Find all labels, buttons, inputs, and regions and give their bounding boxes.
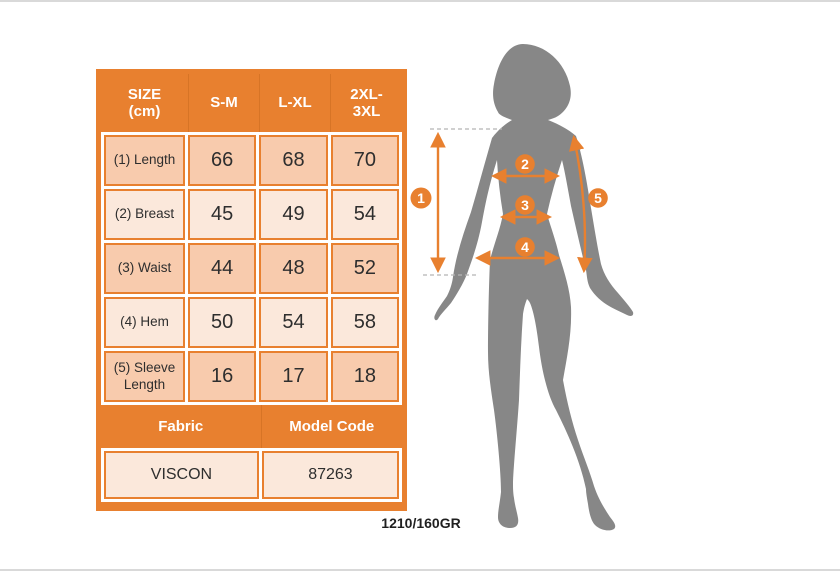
header-size-cm: SIZE (cm) — [127, 85, 162, 120]
breast-2xl-3xl: 54 — [330, 189, 399, 240]
header-l-xl: L-XL — [259, 74, 330, 132]
model-weight-note: 1210/160GR — [381, 515, 461, 531]
length-2xl-3xl: 70 — [330, 135, 399, 186]
svg-text:4: 4 — [521, 239, 529, 255]
row-label-hem: (4) Hem — [104, 297, 185, 348]
female-silhouette — [434, 44, 634, 531]
fabric-value: VISCON — [104, 451, 259, 499]
model-code-value: 87263 — [261, 451, 399, 499]
waist-l-xl: 48 — [259, 243, 328, 294]
marker-5-icon: 5 — [588, 188, 608, 208]
marker-1-icon: 1 — [410, 187, 432, 209]
header-s-m: S-M — [188, 74, 259, 132]
breast-s-m: 45 — [188, 189, 257, 240]
sleeve-2xl-3xl: 18 — [330, 351, 399, 402]
breast-l-xl: 49 — [259, 189, 328, 240]
marker-2-icon: 2 — [515, 154, 535, 174]
row-label-sleeve-length: (5) Sleeve Length — [104, 351, 185, 402]
marker-3-icon: 3 — [515, 195, 535, 215]
hem-2xl-3xl: 58 — [330, 297, 399, 348]
svg-text:3: 3 — [521, 197, 529, 213]
measurement-figure: 1 2 3 4 5 — [410, 44, 634, 531]
svg-text:2: 2 — [521, 156, 529, 172]
waist-s-m: 44 — [188, 243, 257, 294]
header-2xl-3xl: 2XL- 3XL — [330, 74, 402, 132]
svg-text:5: 5 — [594, 190, 602, 206]
info-value-row: VISCON 87263 — [101, 448, 402, 502]
fabric-header: Fabric — [158, 418, 204, 435]
waist-2xl-3xl: 52 — [330, 243, 399, 294]
length-s-m: 66 — [188, 135, 257, 186]
sleeve-s-m: 16 — [188, 351, 257, 402]
size-table: SIZE (cm) S-M L-XL 2XL- 3XL (1) Length 6… — [96, 69, 407, 511]
sleeve-l-xl: 17 — [259, 351, 328, 402]
marker-4-icon: 4 — [515, 237, 535, 257]
row-label-length: (1) Length — [104, 135, 185, 186]
model-code-header: Model Code — [260, 405, 402, 448]
hem-l-xl: 54 — [259, 297, 328, 348]
size-table-body: (1) Length 66 68 70 (2) Breast 45 49 54 … — [101, 132, 402, 405]
size-table-header-row: SIZE (cm) S-M L-XL 2XL- 3XL — [101, 74, 402, 132]
svg-text:1: 1 — [417, 190, 425, 206]
hem-s-m: 50 — [188, 297, 257, 348]
info-header-row: Fabric Model Code — [101, 405, 402, 448]
sleeve-arrow — [568, 134, 593, 274]
length-l-xl: 68 — [259, 135, 328, 186]
row-label-waist: (3) Waist — [104, 243, 185, 294]
row-label-breast: (2) Breast — [104, 189, 185, 240]
